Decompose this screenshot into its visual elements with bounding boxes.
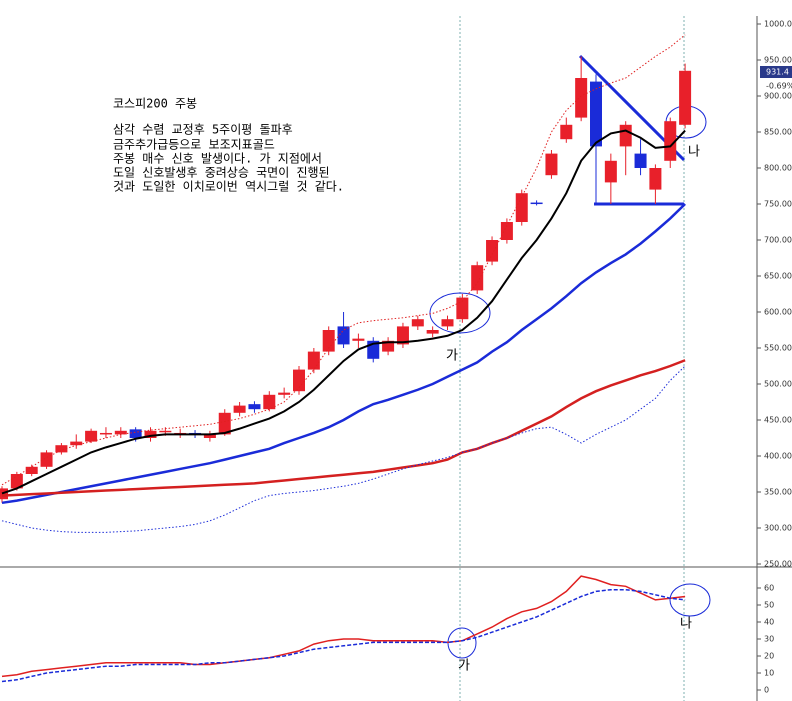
candle-body [307, 351, 320, 370]
annotation: 도일 신호발생후 중려상승 국면이 진행된 [113, 165, 330, 180]
candle-body [426, 330, 439, 334]
y-tick-label: 20 [764, 652, 774, 661]
candle-body [218, 412, 231, 435]
candle-body [263, 394, 276, 410]
candle-body [382, 340, 395, 352]
y-tick-label: 750.00 [764, 200, 792, 209]
y-tick-label: 250.00 [764, 560, 792, 569]
candle-body [590, 81, 602, 147]
y-tick-label: 800.00 [764, 164, 792, 173]
candle-body [604, 160, 617, 183]
price-tag-box [760, 66, 792, 78]
candle-body [293, 369, 305, 392]
candle-body [203, 434, 216, 438]
indicator-line [1, 129, 686, 495]
indicator-line [1, 588, 686, 683]
price-tag: 931.4 [766, 68, 789, 77]
annotation: 주봉 매수 신호 발생이다. 가 지점에서 [113, 152, 322, 166]
y-tick-label: 350.00 [764, 488, 792, 497]
y-tick-label: 60 [764, 584, 774, 593]
y-tick-label: 950.00 [764, 56, 792, 65]
y-tick-label: 40 [764, 618, 774, 627]
candle-body [233, 405, 246, 413]
annotation: 코스피200 주봉 [113, 97, 197, 111]
y-tick-label: 550.00 [764, 344, 792, 353]
annotation: 것과 도일한 이치로이번 역시그럴 것 같다. [113, 180, 344, 194]
indicator-line [1, 203, 686, 505]
y-tick-label: 450.00 [764, 416, 792, 425]
candle-body [85, 430, 98, 442]
y-tick-label: 1000.00 [764, 20, 792, 29]
candle-body [337, 326, 350, 345]
y-tick-label: 600.00 [764, 308, 792, 317]
candle-body [545, 153, 558, 176]
annotation: 삼각 수렴 교정후 5주이평 돌파후 [113, 123, 293, 137]
y-tick-label: 500.00 [764, 380, 792, 389]
y-tick-label: 850.00 [764, 128, 792, 137]
candle-body [649, 168, 662, 190]
candle-body [634, 153, 647, 168]
candle-body [352, 338, 365, 341]
price-change: -0.69% [766, 82, 792, 91]
candle-body [55, 445, 68, 453]
highlight-circle [447, 627, 477, 659]
y-tick-label: 300.00 [764, 524, 792, 533]
candle-body [575, 78, 588, 118]
candle-body [486, 240, 499, 262]
candle-body [396, 326, 409, 345]
candle-body [679, 70, 692, 125]
annotation: 금주추가급등으로 보조지표골드 [113, 138, 275, 152]
annotation: 가 [458, 659, 470, 674]
candle-body [530, 202, 543, 205]
candle-body [70, 441, 83, 446]
candle-body [471, 265, 484, 291]
y-tick-label: 30 [764, 635, 774, 644]
candle-body [10, 474, 23, 489]
y-tick-label: 900.00 [764, 92, 792, 101]
candle-body [664, 121, 677, 161]
annotation: 가 [446, 349, 458, 364]
y-tick-label: 0 [764, 686, 769, 695]
annotation: 나 [680, 617, 692, 632]
candle-body [411, 319, 424, 327]
candle-body [560, 124, 573, 140]
candle-body [159, 430, 172, 433]
y-tick-label: 10 [764, 669, 774, 678]
highlight-circle [429, 292, 491, 334]
candle-body [500, 222, 513, 240]
indicator-line [1, 359, 686, 497]
candle-body [515, 193, 528, 222]
candle-body [322, 330, 335, 352]
y-tick-label: 400.00 [764, 452, 792, 461]
candle-body [114, 430, 127, 435]
candle-body [40, 452, 53, 467]
candle-body [99, 432, 112, 435]
candle-body [25, 466, 38, 474]
highlight-circle [669, 583, 711, 617]
y-tick-label: 700.00 [764, 236, 792, 245]
candle-body [129, 429, 142, 438]
candle-body [441, 319, 454, 327]
candle-body [144, 430, 157, 438]
y-tick-label: 50 [764, 601, 774, 610]
y-tick-label: 650.00 [764, 272, 792, 281]
candle-body [248, 404, 261, 410]
indicator-line [1, 365, 686, 533]
annotation: 나 [688, 145, 700, 160]
candle-body [619, 124, 632, 147]
indicator-line [1, 575, 686, 678]
candle-body [278, 392, 291, 395]
